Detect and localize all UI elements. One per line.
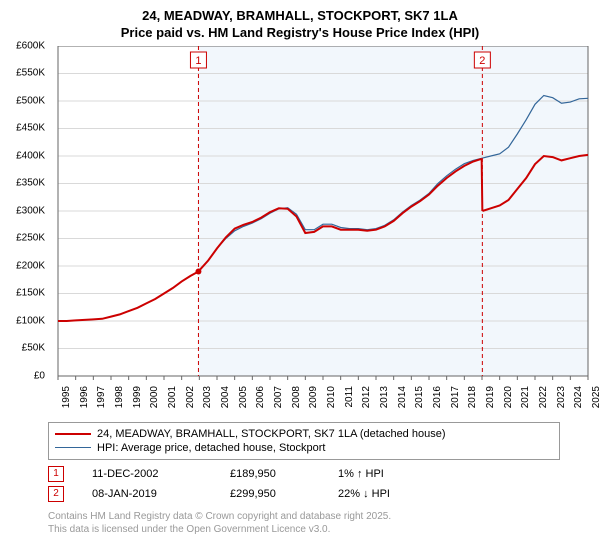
sale-marker-2: 2 xyxy=(48,486,64,502)
y-axis-tick-label: £550K xyxy=(1,68,45,79)
x-axis-tick-label: 2006 xyxy=(255,386,266,416)
chart-area: 12 £0£50K£100K£150K£200K£250K£300K£350K£… xyxy=(10,46,590,416)
y-axis-tick-label: £500K xyxy=(1,95,45,106)
y-axis-tick-label: £450K xyxy=(1,123,45,134)
x-axis-tick-label: 2019 xyxy=(485,386,496,416)
x-axis-tick-label: 2018 xyxy=(467,386,478,416)
sale-price: £189,950 xyxy=(230,468,310,480)
x-axis-tick-label: 2016 xyxy=(432,386,443,416)
legend-row: 24, MEADWAY, BRAMHALL, STOCKPORT, SK7 1L… xyxy=(55,427,553,441)
x-axis-tick-label: 2022 xyxy=(538,386,549,416)
sale-date: 11-DEC-2002 xyxy=(92,468,202,480)
y-axis-tick-label: £250K xyxy=(1,233,45,244)
x-axis-tick-label: 2017 xyxy=(450,386,461,416)
legend-swatch-hpi xyxy=(55,447,91,448)
x-axis-tick-label: 2021 xyxy=(520,386,531,416)
x-axis-tick-label: 2024 xyxy=(573,386,584,416)
footer-attribution: Contains HM Land Registry data © Crown c… xyxy=(48,510,560,536)
footer-line-2: This data is licensed under the Open Gov… xyxy=(48,523,560,536)
x-axis-tick-label: 2015 xyxy=(414,386,425,416)
x-axis-tick-label: 2025 xyxy=(591,386,600,416)
sale-change: 1% ↑ HPI xyxy=(338,468,438,480)
legend-label-property: 24, MEADWAY, BRAMHALL, STOCKPORT, SK7 1L… xyxy=(97,428,446,440)
sale-change: 22% ↓ HPI xyxy=(338,488,438,500)
x-axis-tick-label: 2005 xyxy=(238,386,249,416)
sale-marker-1: 1 xyxy=(48,466,64,482)
sale-date: 08-JAN-2019 xyxy=(92,488,202,500)
svg-text:1: 1 xyxy=(195,55,201,67)
y-axis-tick-label: £0 xyxy=(1,370,45,381)
legend-box: 24, MEADWAY, BRAMHALL, STOCKPORT, SK7 1L… xyxy=(48,422,560,460)
legend-row: HPI: Average price, detached house, Stoc… xyxy=(55,441,553,455)
x-axis-tick-label: 2013 xyxy=(379,386,390,416)
x-axis-tick-label: 2014 xyxy=(397,386,408,416)
chart-title-block: 24, MEADWAY, BRAMHALL, STOCKPORT, SK7 1L… xyxy=(0,0,600,46)
y-axis-tick-label: £50K xyxy=(1,343,45,354)
x-axis-tick-label: 2004 xyxy=(220,386,231,416)
y-axis-tick-label: £150K xyxy=(1,288,45,299)
sale-row: 2 08-JAN-2019 £299,950 22% ↓ HPI xyxy=(48,484,560,504)
x-axis-tick-label: 1999 xyxy=(132,386,143,416)
x-axis-tick-label: 1998 xyxy=(114,386,125,416)
sales-table: 1 11-DEC-2002 £189,950 1% ↑ HPI 2 08-JAN… xyxy=(48,464,560,504)
x-axis-tick-label: 2009 xyxy=(308,386,319,416)
x-axis-tick-label: 2001 xyxy=(167,386,178,416)
x-axis-tick-label: 2023 xyxy=(556,386,567,416)
sale-price: £299,950 xyxy=(230,488,310,500)
x-axis-tick-label: 1996 xyxy=(79,386,90,416)
x-axis-tick-label: 2003 xyxy=(202,386,213,416)
y-axis-tick-label: £400K xyxy=(1,150,45,161)
y-axis-tick-label: £300K xyxy=(1,205,45,216)
x-axis-tick-label: 2012 xyxy=(361,386,372,416)
x-axis-tick-label: 2010 xyxy=(326,386,337,416)
x-axis-tick-label: 2011 xyxy=(344,386,355,416)
y-axis-tick-label: £100K xyxy=(1,315,45,326)
x-axis-tick-label: 2008 xyxy=(291,386,302,416)
title-line-1: 24, MEADWAY, BRAMHALL, STOCKPORT, SK7 1L… xyxy=(0,8,600,25)
y-axis-tick-label: £350K xyxy=(1,178,45,189)
footer-line-1: Contains HM Land Registry data © Crown c… xyxy=(48,510,560,523)
y-axis-tick-label: £600K xyxy=(1,40,45,51)
chart-svg: 12 xyxy=(10,46,590,416)
svg-text:2: 2 xyxy=(479,55,485,67)
title-line-2: Price paid vs. HM Land Registry's House … xyxy=(0,25,600,42)
legend-label-hpi: HPI: Average price, detached house, Stoc… xyxy=(97,442,326,454)
x-axis-tick-label: 2020 xyxy=(503,386,514,416)
legend-swatch-property xyxy=(55,433,91,435)
x-axis-tick-label: 1995 xyxy=(61,386,72,416)
y-axis-tick-label: £200K xyxy=(1,260,45,271)
sale-row: 1 11-DEC-2002 £189,950 1% ↑ HPI xyxy=(48,464,560,484)
x-axis-tick-label: 1997 xyxy=(96,386,107,416)
x-axis-tick-label: 2007 xyxy=(273,386,284,416)
x-axis-tick-label: 2002 xyxy=(185,386,196,416)
x-axis-tick-label: 2000 xyxy=(149,386,160,416)
